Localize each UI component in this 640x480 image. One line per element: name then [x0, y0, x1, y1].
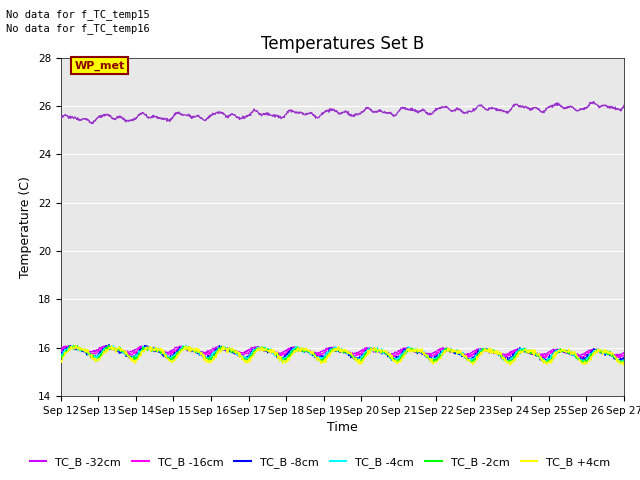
Legend: TC_B -32cm, TC_B -16cm, TC_B -8cm, TC_B -4cm, TC_B -2cm, TC_B +4cm: TC_B -32cm, TC_B -16cm, TC_B -8cm, TC_B … — [25, 452, 615, 472]
Y-axis label: Temperature (C): Temperature (C) — [19, 176, 32, 278]
Title: Temperatures Set B: Temperatures Set B — [260, 35, 424, 53]
X-axis label: Time: Time — [327, 421, 358, 434]
Text: No data for f_TC_temp16: No data for f_TC_temp16 — [6, 23, 150, 34]
Text: WP_met: WP_met — [75, 60, 125, 71]
Text: No data for f_TC_temp15: No data for f_TC_temp15 — [6, 9, 150, 20]
